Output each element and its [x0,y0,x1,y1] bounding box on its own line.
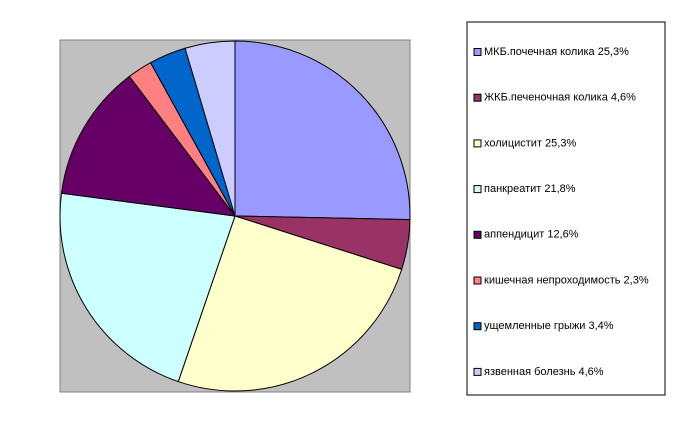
legend-swatch [473,276,482,285]
legend-swatch [473,139,482,148]
legend-label: язвенная болезнь 4,6% [484,366,604,378]
legend-box [466,21,666,396]
legend-label: ЖКБ.печеночная колика 4,6% [484,92,636,104]
pie-slice [184,40,236,217]
pie-slice [177,215,403,392]
legend-label: аппендицит 12,6% [484,229,579,241]
pie-slice [60,75,237,217]
pie-slice [59,192,236,383]
legend-label: холицистит 25,3% [484,137,576,149]
legend-swatch [473,230,482,239]
legend-label: кишечная непроходимость 2,3% [484,274,649,286]
pie-slice [234,40,411,221]
legend-swatch [473,322,482,331]
legend-label: ущемленные грыжи 3,4% [484,320,614,332]
legend-swatch [473,185,482,194]
legend-swatch [473,48,482,56]
legend-label: МКБ.почечная колика 25,3% [484,46,629,58]
legend-swatch [473,93,482,102]
legend-label: панкреатит 21,8% [484,183,576,195]
legend-swatch [473,367,482,376]
